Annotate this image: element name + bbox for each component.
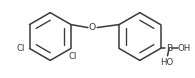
Text: Cl: Cl xyxy=(68,52,77,61)
Text: HO: HO xyxy=(160,58,173,67)
Text: OH: OH xyxy=(178,44,191,53)
Text: O: O xyxy=(89,23,96,32)
Text: Cl: Cl xyxy=(16,44,24,53)
Text: B: B xyxy=(166,44,172,53)
